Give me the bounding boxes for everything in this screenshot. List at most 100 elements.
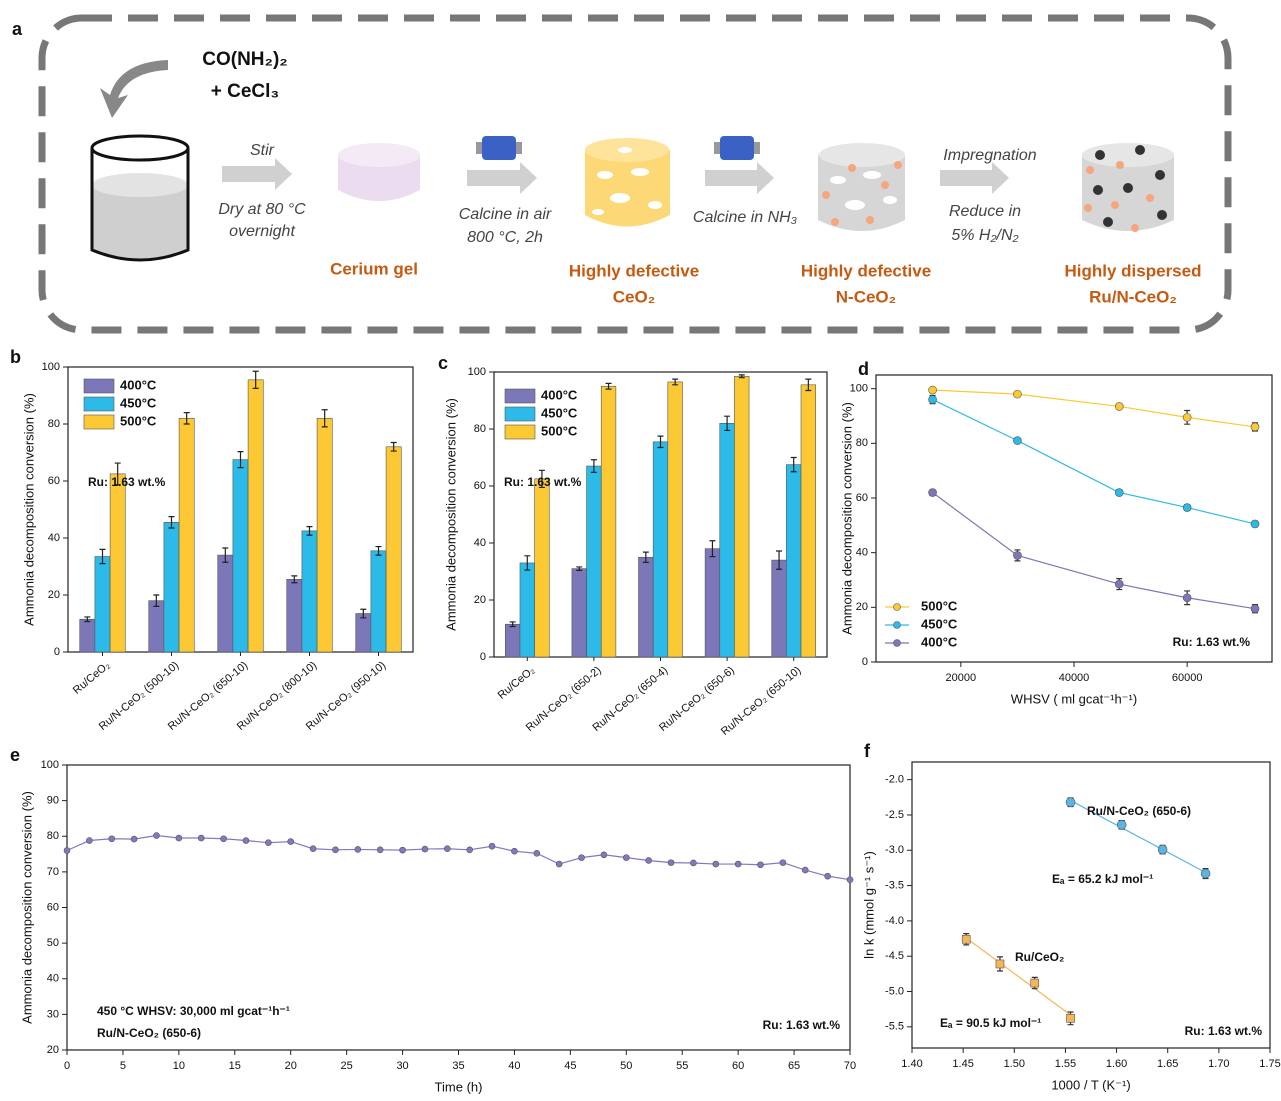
step-label: Impregnation (943, 147, 1036, 164)
x-tick-label: 60 (732, 1060, 744, 1072)
x-axis-label: WHSV ( ml gcat⁻¹h⁻¹) (1011, 691, 1137, 706)
x-tick-label: 40 (508, 1060, 520, 1072)
point (377, 847, 383, 853)
point (153, 833, 159, 839)
y-tick-label: 20 (856, 601, 868, 613)
bar (248, 380, 263, 652)
point (1117, 820, 1126, 829)
point (422, 846, 428, 852)
y-tick-label: -5.0 (885, 985, 904, 997)
x-axis-label: 1000 / T (K⁻¹) (1051, 1077, 1130, 1092)
point (646, 857, 652, 863)
annotation: Eₐ = 90.5 kJ mol⁻¹ (940, 1016, 1041, 1030)
y-tick-label: 60 (48, 475, 60, 487)
point (109, 836, 115, 842)
point (243, 838, 249, 844)
y-tick-label: -3.0 (885, 844, 904, 856)
point (713, 861, 719, 867)
y-tick-label: 20 (47, 1044, 59, 1056)
series-line (933, 493, 1255, 609)
point (780, 860, 786, 866)
point (1251, 605, 1259, 613)
y-tick-label: 80 (474, 423, 486, 435)
furnace-icon (714, 136, 760, 160)
point (1251, 423, 1259, 431)
bar (302, 531, 317, 652)
step-label: Reduce in (949, 203, 1021, 220)
legend-marker (894, 640, 901, 647)
step-label: overnight (229, 223, 295, 240)
point (623, 855, 629, 861)
x-tick-label: 45 (564, 1060, 576, 1072)
y-tick-label: 20 (48, 589, 60, 601)
bar (218, 555, 233, 652)
annotation: Ru: 1.63 wt.% (504, 475, 582, 489)
x-tick-label: 55 (676, 1060, 688, 1072)
annotation: Ru: 1.63 wt.% (88, 475, 166, 489)
bar (95, 557, 110, 652)
point (467, 847, 473, 853)
x-tick-label: 20 (285, 1060, 297, 1072)
point (579, 855, 585, 861)
bar (801, 385, 816, 657)
point (929, 396, 937, 404)
annotation: Ru/N-CeO₂ (650-6) (97, 1026, 201, 1040)
legend-marker (894, 622, 901, 629)
point (802, 867, 808, 873)
point (444, 846, 450, 852)
step-label: Stir (250, 142, 275, 159)
point (332, 847, 338, 853)
legend-swatch (84, 379, 114, 393)
y-tick-label: -2.5 (885, 809, 904, 821)
y-tick-label: 40 (48, 532, 60, 544)
point (996, 960, 1004, 968)
ceo2-cylinder (585, 138, 670, 227)
bar (317, 418, 332, 652)
legend-swatch (84, 397, 114, 411)
annotation: 450 °C WHSV: 30,000 ml gcat⁻¹h⁻¹ (97, 1004, 290, 1018)
point (86, 838, 92, 844)
bar (356, 614, 371, 652)
x-axis-label: Time (h) (435, 1079, 483, 1094)
step-label: Calcine in air (459, 206, 552, 223)
product-label: Highly dispersed (1065, 261, 1202, 280)
point (929, 386, 937, 394)
point (1183, 594, 1191, 602)
point (601, 852, 607, 858)
point (1183, 413, 1191, 421)
legend-swatch (84, 415, 114, 429)
annotation: Ru: 1.63 wt.% (763, 1018, 841, 1032)
bar (164, 522, 179, 652)
point (288, 839, 294, 845)
y-tick-label: 60 (474, 480, 486, 492)
point (1158, 845, 1167, 854)
point (534, 850, 540, 856)
point (198, 835, 204, 841)
point (1201, 869, 1210, 878)
panel-letter: c (438, 353, 448, 373)
point (1031, 979, 1039, 987)
point (735, 861, 741, 867)
bar (705, 549, 720, 657)
point (1067, 1014, 1075, 1022)
bar (720, 423, 735, 657)
point (1251, 520, 1259, 528)
y-tick-label: 20 (474, 594, 486, 606)
scheme: a CO(NH₂)₂ + CeCl₃ Stir Dry at 80 °C ove… (12, 18, 1228, 330)
point (1066, 798, 1075, 807)
annotation: Ru: 1.63 wt.% (1173, 635, 1251, 649)
bar (535, 479, 550, 657)
annotation: Ru: 1.63 wt.% (1185, 1024, 1263, 1038)
legend-marker (894, 604, 901, 611)
point (310, 846, 316, 852)
bar (772, 560, 787, 657)
bar (786, 465, 801, 657)
bar (653, 442, 668, 657)
product-label: Cerium gel (330, 259, 418, 278)
y-tick-label: 90 (47, 795, 59, 807)
bar (110, 474, 125, 652)
reagent: CO(NH₂)₂ (202, 49, 287, 70)
y-axis-label: Ammonia decomposition conversion (%) (19, 791, 34, 1024)
curved-arrow (100, 60, 168, 118)
point (1115, 580, 1123, 588)
